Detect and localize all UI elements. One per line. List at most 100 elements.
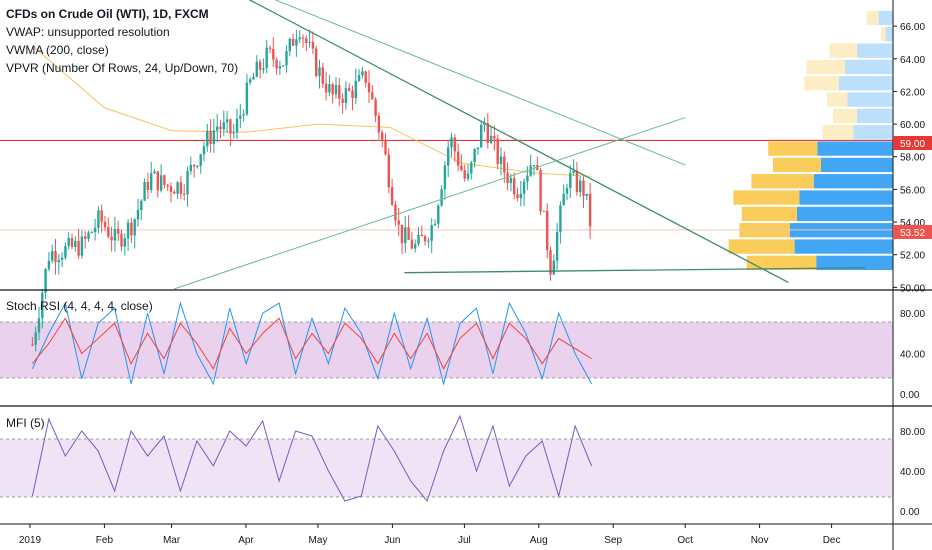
candle-body — [466, 173, 470, 179]
candle-body — [351, 90, 354, 99]
candle-body — [229, 119, 232, 134]
time-tick-label: Jun — [384, 535, 400, 546]
candle-body — [301, 37, 305, 39]
candle-body — [150, 173, 153, 190]
candle-body — [288, 38, 291, 52]
candle-body — [559, 205, 562, 233]
candle-body — [232, 132, 235, 134]
stoch-band — [0, 322, 893, 378]
candle-body — [202, 146, 206, 155]
candle-body — [295, 39, 298, 46]
candle-body — [305, 38, 308, 43]
chart-legend: CFDs on Crude Oil (WTI), 1D, FXCM VWAP: … — [6, 5, 238, 77]
candle-body — [447, 147, 450, 166]
candle-body — [443, 165, 447, 190]
candle-body — [549, 250, 552, 275]
candle-body — [483, 123, 486, 125]
stoch-d-line — [32, 317, 592, 370]
price-tick-label: 52.00 — [900, 251, 925, 262]
candle-body — [196, 165, 199, 167]
vp-up-bar — [768, 141, 818, 156]
candle-body — [552, 260, 555, 275]
candle-body — [153, 171, 156, 174]
vp-down-bar — [885, 27, 893, 42]
candle-body — [460, 165, 463, 171]
candle-body — [176, 182, 179, 194]
candle-body — [334, 85, 338, 95]
candle-body — [367, 82, 371, 93]
vwma-line — [32, 45, 592, 177]
candle-body — [450, 137, 453, 148]
time-tick-label: Aug — [530, 535, 548, 546]
candle-body — [64, 246, 67, 258]
candle-body — [456, 151, 460, 166]
candle-body — [582, 180, 585, 196]
candle-body — [394, 204, 397, 221]
candle-body — [344, 88, 348, 103]
candle-body — [324, 83, 328, 93]
vwap-legend[interactable]: VWAP: unsupported resolution — [6, 25, 170, 39]
candle-body — [159, 175, 163, 191]
candle-body — [93, 227, 97, 233]
candle-body — [499, 156, 503, 165]
candle-body — [67, 237, 70, 247]
candle-body — [470, 162, 473, 174]
candle-body — [440, 189, 443, 206]
hline-price-badge: 59.00 — [893, 136, 932, 150]
candle-body — [186, 171, 189, 195]
vp-down-bar — [813, 174, 893, 189]
time-tick-label: Mar — [163, 535, 181, 546]
vp-down-bar — [797, 206, 893, 222]
vwma-legend[interactable]: VWMA (200, close) — [6, 43, 109, 57]
support-line — [404, 267, 866, 274]
candle-body — [364, 71, 367, 83]
candle-body — [31, 344, 34, 346]
vpvr-legend[interactable]: VPVR (Number Of Rows, 24, Up/Down, 70) — [6, 61, 239, 75]
candle-body — [140, 200, 143, 210]
time-tick-label: Feb — [96, 535, 114, 546]
candle-body — [361, 71, 364, 76]
candle-body — [133, 219, 136, 236]
candle-body — [489, 135, 493, 143]
vp-down-bar — [853, 125, 893, 140]
vp-up-bar — [804, 76, 839, 91]
vp-up-bar — [866, 10, 879, 26]
candle-body — [546, 210, 549, 251]
candle-body — [509, 178, 513, 183]
candle-body — [493, 135, 496, 139]
candle-body — [123, 238, 126, 247]
candle-body — [585, 193, 588, 196]
last-price-label: 53.52 — [900, 228, 925, 239]
candle-body — [130, 222, 133, 236]
candle-body — [34, 332, 37, 345]
candle-body — [258, 61, 262, 70]
candle-body — [430, 225, 433, 241]
candle-body — [291, 38, 295, 46]
candle-body — [225, 119, 229, 123]
time-axis[interactable]: 2019 Feb Mar Apr May Jun Jul Aug Sep Oct Nov Dec — [19, 524, 841, 546]
time-tick-label: Jul — [458, 535, 471, 546]
candle-body — [103, 221, 107, 228]
candle-body — [169, 186, 173, 192]
price-axis[interactable]: 50.00 52.00 54.00 56.00 58.00 60.00 62.00 64.00… — [893, 22, 925, 518]
mfi-line — [31, 414, 593, 503]
vp-up-bar — [833, 108, 857, 124]
candle-body — [417, 234, 420, 245]
vp-up-bar — [773, 157, 821, 173]
time-tick-label: Sep — [604, 535, 622, 546]
candle-body — [404, 227, 407, 244]
candle-body — [163, 175, 166, 185]
candle-body — [565, 188, 569, 194]
candle-body — [57, 259, 60, 263]
candle-body — [239, 115, 242, 119]
candle-body — [371, 92, 374, 100]
candle-body — [90, 232, 93, 234]
candle-body — [199, 154, 202, 166]
candle-body — [569, 172, 572, 189]
candle-body — [156, 171, 159, 191]
candle-body — [588, 193, 592, 227]
symbol-title[interactable]: CFDs on Crude Oil (WTI), 1D, FXCM — [6, 7, 209, 21]
candle-body — [420, 234, 423, 237]
vp-down-bar — [847, 92, 893, 107]
